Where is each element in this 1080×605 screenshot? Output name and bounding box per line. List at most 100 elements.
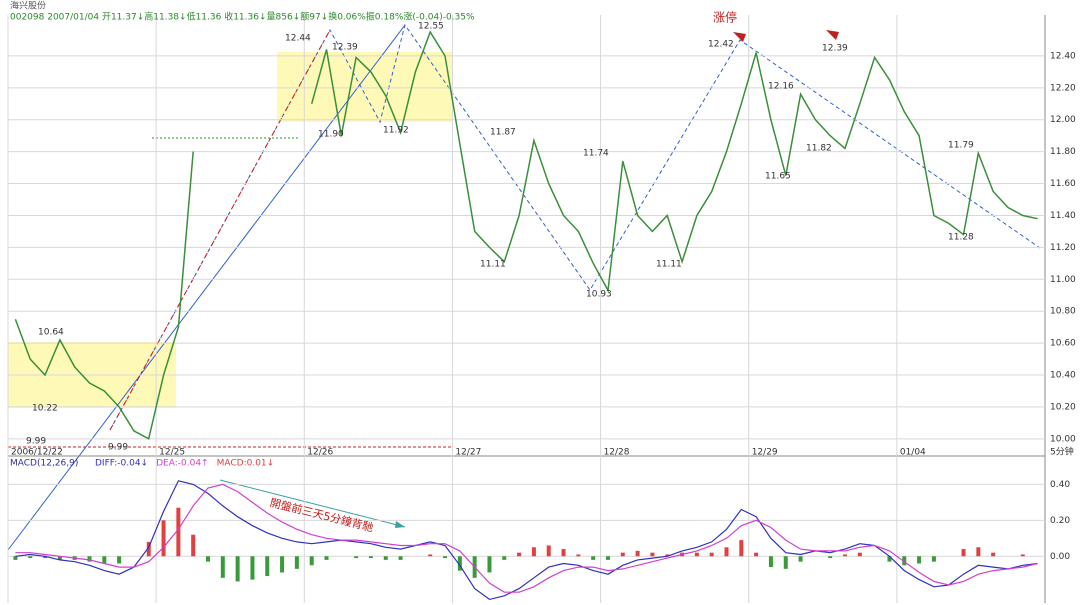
y-tick-label: 10.00 <box>1050 434 1076 444</box>
legend-entry: DIFF:-0.04↓ <box>95 459 148 469</box>
macd-bar <box>591 556 596 560</box>
macd-bar <box>457 556 462 571</box>
quote-header: 002098 2007/01/04 开11.37↓高11.38↓低11.36 收… <box>10 11 475 23</box>
y-tick-label: 11.20 <box>1050 243 1076 253</box>
macd-bar <box>798 556 803 562</box>
macd-bar <box>176 507 181 557</box>
y-tick-label: 0.40 <box>1050 480 1070 490</box>
trend-line <box>109 29 331 431</box>
macd-bar <box>161 520 166 557</box>
macd-bar <box>665 554 670 557</box>
macd-bar <box>976 547 981 557</box>
macd-bar <box>309 556 314 566</box>
macd-bar <box>57 556 62 560</box>
macd-bar <box>991 552 996 557</box>
y-tick-label: 12.40 <box>1050 51 1076 61</box>
macd-bar <box>902 556 907 566</box>
macd-bar <box>620 552 625 557</box>
price-annotation: 11.82 <box>806 144 832 154</box>
price-annotation: 9.99 <box>108 443 128 453</box>
macd-bar <box>546 545 551 557</box>
macd-bar <box>724 547 729 557</box>
legend-entry: MACD:0.01↓ <box>217 459 275 469</box>
macd-bar <box>43 556 48 559</box>
period-label: 5分钟 <box>1050 446 1074 458</box>
macd-bar <box>205 556 210 562</box>
price-annotation: 11.87 <box>490 128 516 138</box>
price-line <box>14 30 1038 440</box>
limit-up-arrows <box>733 30 839 42</box>
trend-line <box>7 24 406 551</box>
y-tick-label: 10.80 <box>1050 307 1076 317</box>
macd-bar <box>517 552 522 557</box>
y-tick-label: 0.20 <box>1050 516 1070 526</box>
x-tick-label: 12/25 <box>159 448 185 458</box>
price-annotation: 10.93 <box>586 290 612 300</box>
macd-bar <box>828 556 833 559</box>
price-annotation: 涨停 <box>713 10 737 25</box>
arrow-head <box>395 521 405 528</box>
x-tick-label: 12/27 <box>455 448 481 458</box>
macd-bar <box>502 556 507 560</box>
x-tick-label: 12/29 <box>752 448 778 458</box>
macd-line <box>15 480 1038 601</box>
macd-bar <box>191 534 196 557</box>
macd-bar <box>428 554 433 557</box>
macd-bar <box>887 556 892 562</box>
macd-bar <box>87 556 92 562</box>
macd-title: MACD(12,26,9) <box>10 459 78 469</box>
price-annotation: 12.39 <box>822 44 848 54</box>
macd-bar <box>754 552 759 557</box>
trend-line <box>109 23 1041 431</box>
macd-bar <box>635 550 640 557</box>
macd-bar <box>605 556 610 560</box>
macd-bar <box>768 556 773 568</box>
macd-bar <box>220 556 225 578</box>
divergence-arrow <box>219 479 406 528</box>
macd-line <box>15 483 1038 593</box>
macd-bar <box>280 556 285 573</box>
macd-bar <box>117 556 122 564</box>
price-annotation: 11.11 <box>480 260 506 270</box>
price-annotation: 12.16 <box>768 82 794 92</box>
x-tick-label: 12/26 <box>307 448 333 458</box>
overlays <box>7 15 1046 603</box>
macd-bar <box>843 554 848 557</box>
price-annotation: 11.92 <box>383 126 409 136</box>
macd-bar <box>931 556 936 562</box>
y-tick-label: 10.60 <box>1050 339 1076 349</box>
macd-bar <box>576 554 581 557</box>
macd-bar <box>102 556 107 564</box>
macd-bar <box>694 552 699 557</box>
macd-bar <box>354 556 359 559</box>
legend-entry: DEA:-0.04↑ <box>156 459 208 469</box>
macd-bar <box>561 549 566 557</box>
macd-bar <box>709 552 714 557</box>
price-annotation: 11.28 <box>948 233 974 243</box>
y-tick-label: 10.20 <box>1050 402 1076 412</box>
y-tick-label: 12.00 <box>1050 115 1076 125</box>
stock-name: 海兴股份 <box>10 0 46 12</box>
price-annotation: 12.42 <box>708 40 734 50</box>
macd-bar <box>531 547 536 557</box>
price-annotation: 11.65 <box>765 172 791 182</box>
x-tick-label: 2006/12/22 <box>11 448 63 458</box>
price-annotation: 12.44 <box>285 34 311 44</box>
y-tick-label: 10.40 <box>1050 371 1076 381</box>
macd-bar <box>487 556 492 573</box>
macd-bar <box>739 540 744 557</box>
price-annotation: 11.90 <box>318 130 344 140</box>
macd-bar <box>1020 554 1025 557</box>
price-annotation: 10.64 <box>38 328 64 338</box>
macd-bar <box>857 552 862 557</box>
macd-bar <box>368 556 373 559</box>
x-tick-label: 01/04 <box>900 448 926 458</box>
macd-bar <box>783 556 788 569</box>
macd-bar <box>250 556 255 580</box>
macd-bar <box>443 556 448 559</box>
price-annotation: 12.55 <box>418 22 444 32</box>
macd-bar <box>28 556 33 559</box>
price-annotation: 9.99 <box>26 437 46 447</box>
macd-bar <box>917 556 922 564</box>
